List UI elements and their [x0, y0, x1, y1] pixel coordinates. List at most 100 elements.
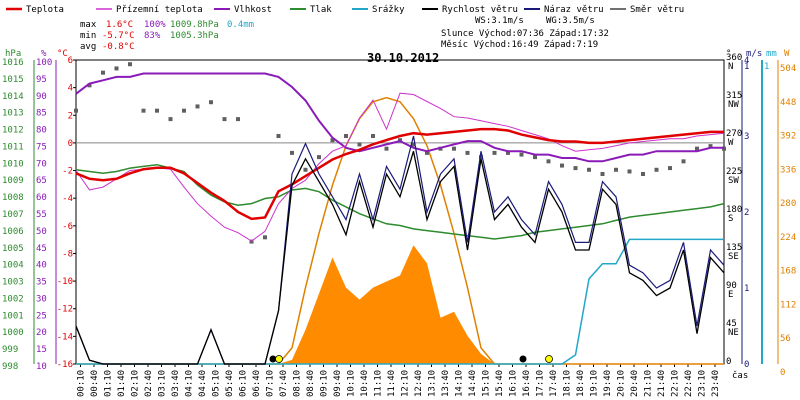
pressure-tick-label: 1006 [2, 227, 24, 237]
chart-title: 30.10.2012 [367, 51, 439, 65]
wind-speed-tick-label: 2 [744, 208, 749, 218]
time-tick-label: 05:10 [212, 370, 222, 397]
legend-label-teplota: Teplota [26, 5, 64, 15]
wind-direction-point [128, 62, 132, 67]
time-tick-label: 17:40 [549, 370, 559, 397]
temperature-line [75, 127, 724, 221]
direction-tick-degree: 270 [726, 129, 742, 139]
solar-tick-label: 0 [780, 368, 785, 378]
wind-direction-point [182, 108, 186, 113]
time-tick-label: 22:10 [671, 370, 681, 397]
direction-tick-cardinal: S [728, 214, 733, 224]
temperature-tick-label: -12 [57, 305, 73, 315]
stats-max-temp: 1.6°C [106, 20, 133, 30]
legend-label-tlak: Tlak [310, 5, 332, 15]
axis-unit-degrees: ° [726, 49, 731, 59]
humidity-line [75, 72, 724, 163]
humidity-tick-label: 90 [36, 92, 47, 102]
humidity-tick-label: 100 [36, 58, 52, 68]
solar-tick-label: 280 [780, 199, 796, 209]
wind-direction-point [627, 169, 632, 174]
stats-block: max 1.6°C 100% 1009.8hPa 0.4mm min -5.7°… [80, 16, 609, 52]
wind-direction-point [263, 235, 267, 240]
wind-direction-point [681, 159, 686, 164]
wind-direction-point [641, 172, 645, 176]
humidity-tick-label: 10 [36, 362, 47, 372]
pressure-tick-label: 1002 [2, 294, 24, 304]
wind-direction-point [587, 167, 591, 172]
legend-label-srazky: Srážky [372, 5, 405, 15]
wind-direction-point [344, 134, 348, 138]
wind-direction-point [695, 146, 699, 151]
wind-direction-point [74, 108, 78, 113]
time-tick-label: 06:40 [252, 370, 262, 397]
pressure-tick-label: 1008 [2, 193, 24, 203]
axis-unit-ms: m/s [746, 49, 762, 59]
pressure-tick-label: 1013 [2, 109, 24, 119]
time-tick-label: 07:10 [266, 370, 276, 397]
axis-unit-percent: % [41, 49, 47, 59]
humidity-tick-label: 15 [36, 345, 47, 355]
time-tick-label: 18:40 [576, 370, 586, 397]
moonrise-marker-icon [519, 355, 527, 363]
time-tick-label: 04:10 [185, 370, 195, 397]
wind-direction-point [330, 138, 335, 143]
time-tick-label: 20:10 [617, 370, 627, 397]
direction-tick-cardinal: NE [728, 328, 739, 338]
pressure-tick-label: 1007 [2, 210, 24, 220]
sunrise-marker-icon [269, 355, 277, 363]
stats-wg: WG:3.5m/s [546, 16, 595, 26]
time-tick-label: 02:40 [144, 370, 154, 397]
pressure-tick-label: 1001 [2, 311, 24, 321]
humidity-tick-label: 70 [36, 159, 47, 169]
direction-tick-degree: 90 [726, 281, 737, 291]
time-tick-label: 05:40 [225, 370, 235, 397]
solar-radiation-area [76, 245, 724, 364]
time-tick-label: 21:40 [657, 370, 667, 397]
wind-direction-point [465, 150, 470, 155]
temperature-tick-label: -16 [57, 360, 73, 370]
pressure-tick-label: 1004 [2, 261, 24, 271]
wind-direction-point [276, 134, 281, 138]
time-tick-label: 01:10 [104, 370, 114, 397]
axis-unit-celsius: °C [57, 49, 68, 59]
time-tick-label: 04:40 [198, 370, 208, 397]
temperature-tick-label: -14 [57, 332, 73, 342]
time-tick-label: 16:40 [522, 370, 532, 397]
pressure-tick-label: 1011 [2, 142, 24, 152]
time-tick-label: 21:10 [644, 370, 654, 397]
wind-direction-point [222, 117, 227, 122]
temperature-tick-label: 4 [68, 84, 73, 94]
stats-max-rain: 0.4mm [227, 20, 254, 30]
humidity-tick-label: 85 [36, 109, 47, 119]
wind-direction-point [195, 104, 200, 109]
time-tick-label: 14:10 [455, 370, 465, 397]
time-tick-label: 19:10 [590, 370, 600, 397]
wind-direction-point [303, 167, 308, 172]
direction-tick-degree: 45 [726, 319, 737, 329]
temperature-tick-label: 6 [68, 56, 73, 66]
time-tick-label: 09:40 [333, 370, 343, 397]
humidity-tick-label: 95 [36, 75, 47, 85]
stats-avg-label: avg [80, 42, 96, 52]
stats-ws: WS:3.1m/s [475, 16, 524, 26]
direction-tick-cardinal: NW [728, 100, 739, 110]
wind-direction-point [668, 166, 672, 171]
temperature-tick-label: 0 [68, 139, 73, 149]
legend-label-naraz-vetru: Náraz větru [544, 5, 604, 15]
wind-speed-line [75, 151, 725, 365]
time-tick-label: 19:40 [603, 370, 613, 397]
time-tick-label: 22:40 [684, 370, 694, 397]
time-tick-label: 03:40 [171, 370, 181, 397]
time-tick-label: 13:10 [428, 370, 438, 397]
direction-tick-cardinal: E [728, 290, 733, 300]
time-tick-label: 18:10 [563, 370, 573, 397]
wind-direction-point [317, 155, 321, 160]
humidity-tick-label: 50 [36, 227, 47, 237]
direction-tick-degree: 135 [726, 243, 742, 253]
wind-direction-point [384, 146, 389, 151]
time-tick-label: 09:10 [320, 370, 330, 397]
temperature-tick-label: -8 [62, 249, 73, 259]
direction-tick-degree: 360 [726, 53, 742, 63]
